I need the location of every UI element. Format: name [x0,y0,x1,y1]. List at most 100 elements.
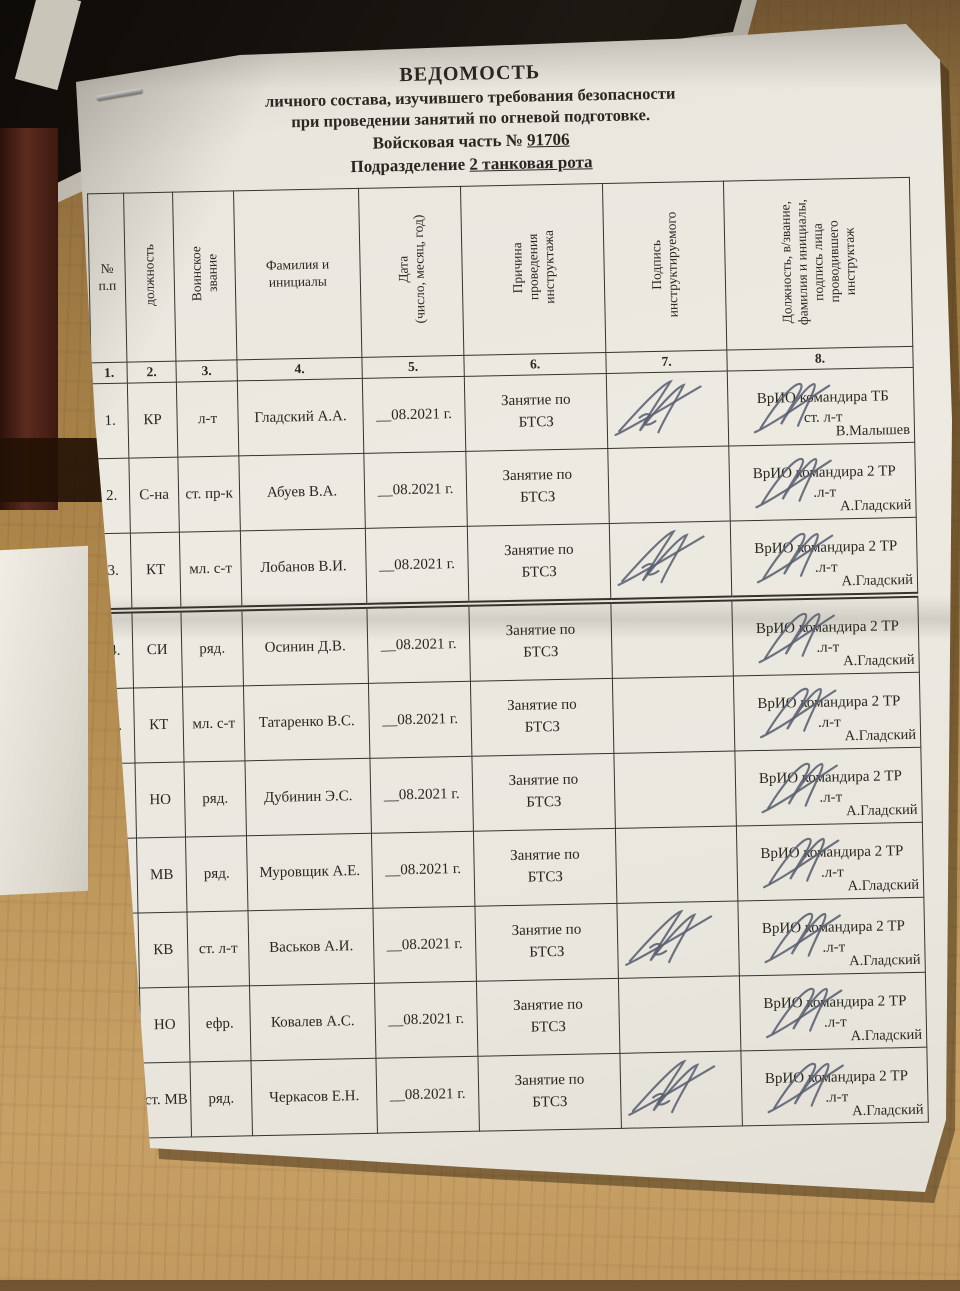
reason-cell: Занятие по БТСЗ [477,1053,622,1132]
date-cell: __08.2021 г. [363,451,468,529]
date-cell: __08.2021 г. [368,681,472,759]
instructor-cell: ВрИО командира 2 ТР .л-т А.Гладский [730,517,918,599]
instructor-signature-icon [755,458,832,509]
subunit-value: 2 танковая рота [469,152,593,174]
reason-cell: Занятие по БТСЗ [476,978,620,1057]
col-number: 2. [126,361,177,384]
instructor-name: А.Гладский [852,1101,924,1119]
trainee-signature-cell [618,976,741,1054]
date-cell: __08.2021 г. [369,756,474,834]
position-cell: НО [134,762,186,839]
trainee-signature-icon [625,909,713,966]
instructor-signature-icon [764,912,841,964]
header-date: Дата (число, месяц, год) [358,186,464,358]
instructor-name: А.Гладский [839,496,912,514]
date-cell: __08.2021 г. [374,981,478,1059]
col-number: 7. [605,350,728,374]
header-trainee-signature: Подпись инструктируемого [602,181,727,353]
header-num: № п.п [87,193,127,363]
trainee-signature-cell [607,446,731,524]
col-number: 5. [361,355,465,379]
instructor-name: А.Гладский [841,571,914,589]
trainee-signature-cell [619,1050,743,1129]
row-index-cell: 3. [94,533,132,612]
name-cell: Гладский А.А. [237,378,364,456]
rank-cell: ст. л-т [186,910,250,988]
date-cell: __08.2021 г. [371,831,475,909]
name-cell: Черкасов Е.Н. [250,1058,378,1136]
row-index-cell: 8. [102,913,140,989]
instructor-cell: ВрИО командира 2 ТР .л-т А.Гладский [736,822,924,902]
instructor-name: А.Гладский [847,876,920,894]
instructor-signature-icon [753,383,831,434]
instructor-signature-icon [761,762,838,814]
document-content: ВЕДОМОСТЬ личного состава, изучившего тр… [77,52,942,1192]
reason-cell: Занятие по БТСЗ [464,373,608,452]
table-row: 10. ст. МВ ряд. Черкасов Е.Н. __08.2021 … [105,1047,929,1139]
rank-cell: ряд. [180,608,244,688]
position-cell: КВ [138,912,189,989]
reason-cell: Занятие по БТСЗ [473,828,617,907]
col-number: 3. [175,359,238,383]
instructor-name: А.Гладский [844,726,917,744]
header-position: должность [123,192,176,363]
instructor-cell: ВрИО командира 2 ТР .л-т А.Гладский [737,897,926,977]
document-header: ВЕДОМОСТЬ личного состава, изучившего тр… [77,52,921,184]
header-reason: Причина проведения инструктажа [460,183,606,356]
position-cell: КТ [133,687,184,764]
instructor-cell: ВрИО командира 2 ТР .л-т А.Гладский [739,972,927,1051]
name-cell: Васьков А.И. [247,908,375,986]
instructor-cell: ВрИО командира 2 ТР .л-т А.Гладский [733,672,921,752]
table-row: 2. С-на ст. пр-к Абуев В.А. __08.2021 г.… [92,442,917,534]
trainee-signature-cell [609,521,732,602]
position-cell: СИ [131,609,183,689]
trainee-signature-cell [615,826,738,904]
unit-number: 91706 [526,129,570,150]
row-index-cell: 7. [100,838,139,914]
date-cell: __08.2021 г. [366,603,471,684]
rank-cell: л-т [176,380,239,458]
instructor-cell: ВрИО командира 2 ТР .л-т А.Гладский [734,747,923,827]
reason-cell: Занятие по БТСЗ [474,903,619,982]
trainee-signature-cell [612,676,735,754]
instructor-signature-icon [766,987,843,1039]
date-cell: __08.2021 г. [375,1056,480,1134]
trainee-signature-icon [617,529,705,587]
date-cell: __08.2021 г. [362,376,466,454]
rank-cell: мл. с-т [182,685,245,763]
header-rank: Воинское звание [172,191,237,362]
instructor-name: А.Гладский [850,1026,923,1044]
instructor-cell: ВрИО командира 2 ТР .л-т А.Гладский [740,1047,929,1126]
reason-cell: Занятие по БТСЗ [465,448,610,527]
reason-cell: Занятие по БТСЗ [467,523,611,604]
name-cell: Абуев В.А. [238,453,366,531]
instructor-name: А.Гладский [845,801,918,819]
instructor-signature-icon [763,837,840,889]
document-table: № п.п должность Воинское звание Фамилия … [87,177,929,1139]
name-cell: Муровщик А.Е. [246,833,373,911]
name-cell: Дубинин Э.С. [244,758,372,836]
instructor-signature-icon [756,532,834,584]
instructor-cell: ВрИО командира 2 ТР .л-т А.Гладский [728,442,917,522]
reason-cell: Занятие по БТСЗ [471,753,616,832]
name-cell: Ковалев А.С. [249,983,376,1061]
table-row: 3. КТ мл. с-т Лобанов В.И. __08.2021 г. … [94,517,918,612]
second-sheet [0,545,88,896]
table-row: 5. КТ мл. с-т Татаренко В.С. __08.2021 г… [97,672,921,764]
row-index-cell: 9. [103,988,142,1064]
rank-cell: мл. с-т [179,530,242,610]
row-index-cell: 6. [99,763,137,839]
instructor-signature-icon [767,1062,844,1114]
row-index-cell: 5. [97,688,135,764]
table-header-row: № п.п должность Воинское звание Фамилия … [87,177,913,363]
col-number: 4. [236,357,363,381]
rank-cell: ряд. [190,1060,253,1138]
table-row: 7. МВ ряд. Муровщик А.Е. __08.2021 г. За… [100,822,924,914]
position-cell: МВ [136,837,187,914]
subunit-label: Подразделение [350,154,466,177]
position-cell: С-на [128,457,180,534]
unit-label: Войсковая часть № [372,130,524,153]
reason-cell: Занятие по БТСЗ [468,601,613,682]
